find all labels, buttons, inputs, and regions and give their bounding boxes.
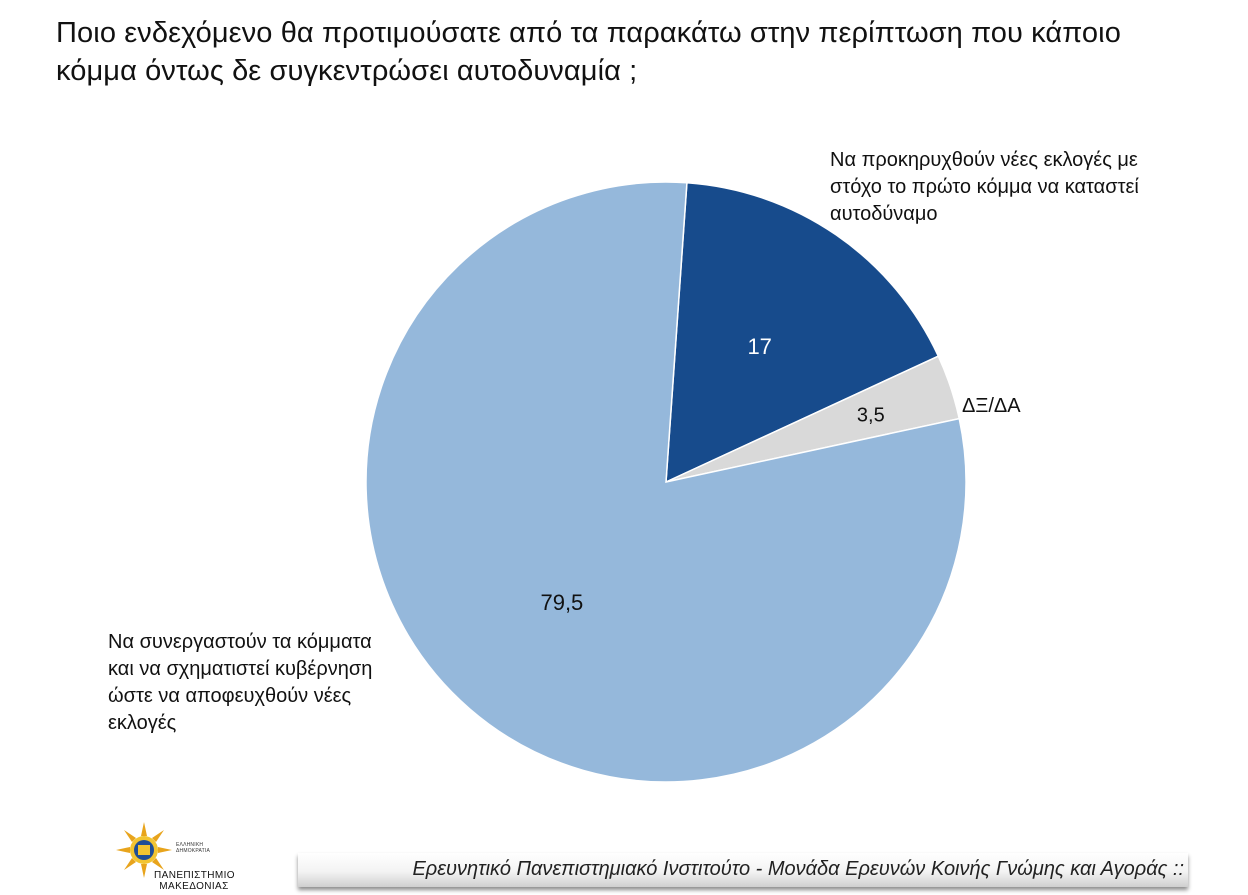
pie-slice-0 (665, 181, 940, 484)
chart-title: Ποιο ενδεχόμενο θα προτιμούσατε από τα π… (56, 17, 1121, 87)
pie-chart: 17 Να προκηρυχθούν νέες εκλογές με στόχο τ… (108, 149, 1139, 783)
logo-name: ΠΑΝΕΠΙΣΤΗΜΙΟ ΜΑΚΕΔΟΝΙΑΣ (154, 870, 235, 892)
slice-value-label-1: 3,5 (857, 404, 885, 426)
slice-value-label-0: 17 (747, 334, 771, 359)
university-logo: ΕΛΛΗΝΙΚΗ ΔΗΜΟΚΡΑΤΙΑ ΠΑΝΕΠΙΣΤΗΜΙΟ ΜΑΚΕΔΟΝ… (110, 818, 240, 895)
slice-category-label-2: Να συνεργαστούν τα κόμματα και να σχηματι… (108, 631, 372, 734)
sun-emblem-icon (116, 822, 172, 878)
slice-value-label-2: 79,5 (540, 590, 583, 615)
logo-small-text: ΕΛΛΗΝΙΚΗ ΔΗΜΟΚΡΑΤΙΑ (176, 842, 211, 854)
pie-slice-2 (365, 181, 967, 783)
slice-category-label-0: Να προκηρυχθούν νέες εκλογές με στόχο το … (830, 149, 1139, 225)
footer-bar: Ερευνητικό Πανεπιστημιακό Ινστιτούτο - Μ… (298, 853, 1188, 887)
slice-category-label-1: ΔΞ/ΔΑ (962, 395, 1021, 417)
footer-text: Ερευνητικό Πανεπιστημιακό Ινστιτούτο - Μ… (412, 858, 1184, 880)
